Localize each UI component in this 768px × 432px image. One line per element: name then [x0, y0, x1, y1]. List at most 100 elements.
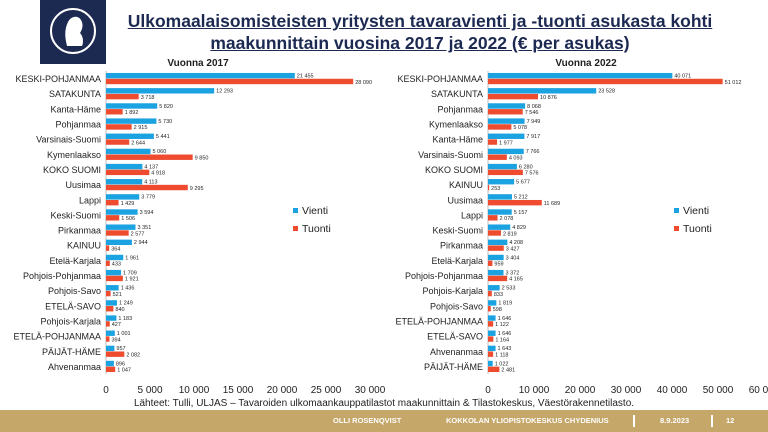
chart-2022-data-label-tuonti: 51 012 — [725, 80, 742, 86]
chart-2022-data-label-tuonti: 598 — [493, 307, 502, 313]
chart-2017-bar-vienti — [106, 133, 154, 139]
chart-2017-legend-swatch-tuonti — [293, 226, 298, 231]
chart-2022-data-label-vienti: 5 157 — [514, 210, 528, 216]
chart-2022-data-label-vienti: 23 528 — [598, 89, 615, 95]
source-note: Lähteet: Tulli, ULJAS – Tavaroiden ulkom… — [133, 398, 635, 409]
chart-2017-data-label-vienti: 1 001 — [117, 331, 131, 337]
chart-2017-bar-tuonti — [106, 154, 193, 160]
chart-2022-bar-tuonti — [488, 321, 494, 327]
chart-2017-bar-tuonti — [106, 260, 110, 266]
chart-2017-bar-vienti — [106, 300, 117, 306]
chart-2022-data-label-tuonti: 959 — [494, 262, 503, 268]
chart-2017-category-label: Uusimaa — [65, 180, 101, 190]
chart-2017-data-label-vienti: 5 820 — [159, 104, 173, 110]
chart-2017-tick-label: 25 000 — [311, 385, 342, 396]
chart-2017-data-label-vienti: 3 779 — [141, 195, 155, 201]
chart-2017-category-label: Pohjois-Pohjanmaa — [23, 271, 101, 281]
chart-2022-category-label: Pohjanmaa — [437, 104, 483, 114]
chart-2017-bar-vienti — [106, 148, 151, 155]
chart-2022-data-label-vienti: 1 646 — [498, 316, 512, 322]
chart-2017-data-label-tuonti: 2 577 — [131, 231, 145, 237]
chart-2017-category-label: KESKI-POHJANMAA — [15, 74, 101, 84]
chart-2022-data-label-tuonti: 10 876 — [540, 95, 557, 101]
chart-2017-bar-vienti — [106, 345, 115, 352]
chart-2017-data-label-vienti: 3 594 — [140, 210, 154, 216]
chart-2017-data-label-tuonti: 1 892 — [125, 110, 139, 116]
chart-2017-bar-tuonti — [106, 215, 120, 221]
chart-2022-bar-tuonti — [488, 93, 539, 100]
chart-2022-bar-vienti — [488, 103, 526, 109]
chart-2017-category-label: Pohjanmaa — [55, 120, 101, 130]
chart-2017-data-label-tuonti: 1 429 — [121, 201, 135, 207]
chart-2017-bar-tuonti — [106, 366, 116, 373]
chart-2022-bar-vienti — [488, 269, 504, 276]
chart-2017-data-label-vienti: 1 709 — [123, 270, 137, 276]
chart-2017-bar-tuonti — [106, 245, 110, 251]
chart-2017-bar-tuonti — [106, 321, 110, 327]
chart-2022-bar-tuonti — [488, 184, 490, 191]
footer-separator — [711, 415, 713, 427]
chart-2022-legend-swatch-vienti — [674, 208, 679, 213]
chart-2017-data-label-tuonti: 28 090 — [355, 80, 372, 86]
chart-2017-data-label-tuonti: 1 047 — [117, 368, 131, 374]
chart-2017-data-label-tuonti: 433 — [112, 262, 121, 268]
chart-2017-bar-tuonti — [106, 336, 110, 342]
chart-2022-bar-vienti — [488, 224, 511, 230]
chart-2022-data-label-tuonti: 253 — [491, 186, 500, 192]
chart-2017-data-label-vienti: 4 113 — [144, 180, 157, 186]
chart-2022-bar-tuonti — [488, 245, 504, 251]
chart-2017-title: Vuonna 2017 — [167, 58, 229, 69]
chart-2017-bar-vienti — [106, 194, 140, 200]
chart-2022-data-label-vienti: 4 829 — [512, 225, 526, 231]
chart-2022-bar-vienti — [488, 88, 597, 94]
chart-2022-data-label-tuonti: 2 481 — [501, 368, 515, 374]
chart-2017-bar-tuonti — [106, 351, 125, 357]
chart-2022-tick-label: 50 000 — [703, 385, 734, 396]
chart-2022-bar-vienti — [488, 360, 493, 367]
chart-2022-bar-vienti — [488, 254, 504, 261]
chart-2017-bar-tuonti — [106, 78, 354, 85]
chart-2022-category-label: PÄIJÄT-HÄME — [424, 362, 483, 372]
chart-2017-category-label: Ahvenanmaa — [48, 362, 101, 372]
footer-date: 8.9.2023 — [660, 416, 690, 425]
chart-2022-data-label-tuonti: 4 093 — [509, 156, 523, 162]
chart-2022-data-label-vienti: 2 533 — [502, 286, 516, 292]
chart-2022-tick-label: 40 000 — [657, 385, 688, 396]
chart-2022-data-label-vienti: 1 643 — [498, 346, 512, 352]
chart-2022-bar-vienti — [488, 118, 525, 124]
chart-2017-bar-tuonti — [106, 275, 123, 282]
chart-2017-tick-label: 5 000 — [137, 385, 162, 396]
chart-2017-tick-label: 0 — [103, 385, 109, 396]
chart-2017-category-label: Kanta-Häme — [50, 104, 101, 114]
chart-2022-bar-tuonti — [488, 124, 512, 130]
chart-2022-category-label: Kymenlaakso — [429, 120, 483, 130]
chart-2022-bar-vienti — [488, 315, 496, 321]
chart-2022-legend-tuonti: Tuonti — [683, 223, 712, 235]
chart-2017-data-label-tuonti: 394 — [111, 337, 120, 343]
chart-2022-data-label-tuonti: 11 689 — [544, 201, 560, 207]
chart-2017-tick-label: 10 000 — [179, 385, 210, 396]
chart-2022-data-label-tuonti: 1 164 — [495, 337, 509, 343]
chart-2017-bar-tuonti — [106, 199, 119, 206]
chart-2017-data-label-tuonti: 840 — [115, 307, 124, 313]
footer-org: KOKKOLAN YLIOPISTOKESKUS CHYDENIUS — [446, 416, 609, 425]
chart-2017-category-label: KOKO SUOMI — [43, 165, 101, 175]
chart-2022-category-label: Pohjois-Pohjanmaa — [405, 271, 483, 281]
chart-2017-data-label-vienti: 1 961 — [125, 255, 139, 261]
chart-2017-tick-label: 20 000 — [267, 385, 298, 396]
chart-2017-data-label-vienti: 5 730 — [158, 119, 172, 125]
chart-2022-bar-vienti — [488, 239, 508, 246]
chart-2017-bar-tuonti — [106, 139, 130, 145]
chart-2022-data-label-tuonti: 833 — [494, 292, 503, 298]
chart-2017-bar-tuonti — [106, 169, 150, 176]
chart-2022-data-label-tuonti: 1 118 — [495, 352, 508, 358]
chart-2022-bar-vienti — [488, 209, 512, 215]
chart-2022-data-label-vienti: 5 677 — [516, 180, 530, 186]
chart-2017-bar-vienti — [106, 239, 132, 246]
chart-2022-category-label: Keski-Suomi — [432, 226, 483, 236]
chart-2017-data-label-vienti: 896 — [116, 361, 125, 367]
chart-2022-category-label: KOKO SUOMI — [425, 165, 483, 175]
chart-2022-bar-tuonti — [488, 290, 492, 297]
chart-2022-category-label: KESKI-POHJANMAA — [397, 74, 483, 84]
footer-page-number: 12 — [726, 416, 735, 425]
